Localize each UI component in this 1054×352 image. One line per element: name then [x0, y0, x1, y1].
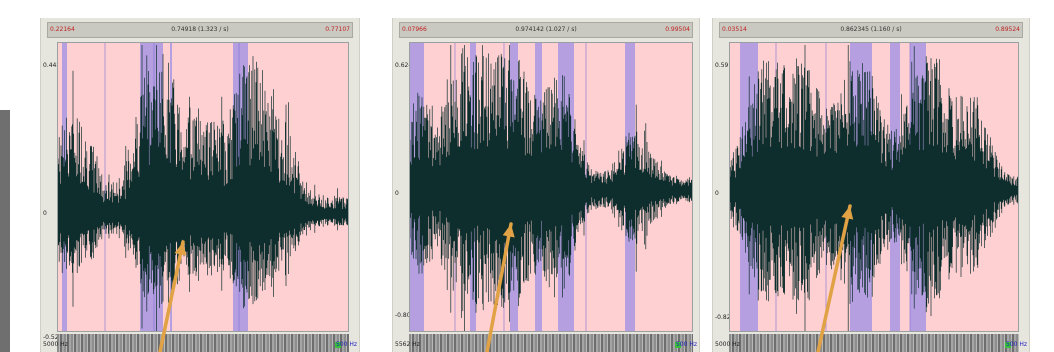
amplitude-max-label: 0.6242 [395, 62, 416, 69]
amplitude-zero-label: 0 [43, 210, 47, 217]
spectrogram-strip[interactable] [57, 334, 349, 352]
spectrogram-strip[interactable] [409, 334, 693, 352]
amplitude-min-label: -0.807 [395, 312, 415, 319]
selection-start-time: 0.03514 [722, 26, 747, 33]
selection-end-time: 0.89524 [995, 26, 1020, 33]
selection-header-bar[interactable]: 0.07966 0.974142 (1.027 / s) 0.99504 [399, 22, 693, 38]
selection-end-time: 0.77107 [325, 26, 350, 33]
frequency-max-label: 5562 Hz [395, 341, 420, 348]
selection-header-bar[interactable]: 0.03514 0.862345 (1.160 / s) 0.89524 [719, 22, 1023, 38]
selection-end-time: 0.99504 [665, 26, 690, 33]
waveform-trace [730, 45, 1018, 331]
selection-duration: 0.74918 (1.323 / s) [171, 26, 229, 33]
spectrogram-strip[interactable] [729, 334, 1019, 352]
green-marker [335, 342, 341, 348]
frequency-max-label: 5000 Hz [43, 341, 68, 348]
green-marker [1005, 342, 1011, 348]
frequency-min-label: 500 Hz [335, 341, 357, 348]
amplitude-zero-label: 0 [395, 190, 399, 197]
frequency-max-label: 5000 Hz [715, 341, 740, 348]
selection-duration: 0.862345 (1.160 / s) [840, 26, 902, 33]
waveform-plot[interactable] [57, 42, 349, 332]
frequency-min-label: 500 Hz [1005, 341, 1027, 348]
selection-start-time: 0.22164 [50, 26, 75, 33]
waveform-panel-3: 0.03514 0.862345 (1.160 / s) 0.89524 0.5… [712, 18, 1030, 352]
waveform-trace [58, 45, 348, 331]
waveform-svg [730, 43, 1018, 331]
left-edge-strip [0, 110, 10, 352]
frequency-min-label: 500 Hz [675, 341, 697, 348]
amplitude-min-label: -0.8256 [715, 314, 739, 321]
waveform-trace [410, 45, 692, 331]
waveform-plot[interactable] [409, 42, 693, 332]
selection-header-bar[interactable]: 0.22164 0.74918 (1.323 / s) 0.77107 [47, 22, 353, 38]
amplitude-zero-label: 0 [715, 190, 719, 197]
amplitude-max-label: 0.4482 [43, 62, 64, 69]
amplitude-min-label: -0.5204 [43, 334, 67, 341]
waveform-panel-1: 0.22164 0.74918 (1.323 / s) 0.77107 0.44… [40, 18, 360, 352]
waveform-panel-2: 0.07966 0.974142 (1.027 / s) 0.99504 0.6… [392, 18, 700, 352]
selection-duration: 0.974142 (1.027 / s) [515, 26, 577, 33]
waveform-svg [410, 43, 692, 331]
green-marker [675, 342, 681, 348]
selection-start-time: 0.07966 [402, 26, 427, 33]
amplitude-max-label: 0.5978 [715, 62, 736, 69]
waveform-svg [58, 43, 348, 331]
waveform-plot[interactable] [729, 42, 1019, 332]
